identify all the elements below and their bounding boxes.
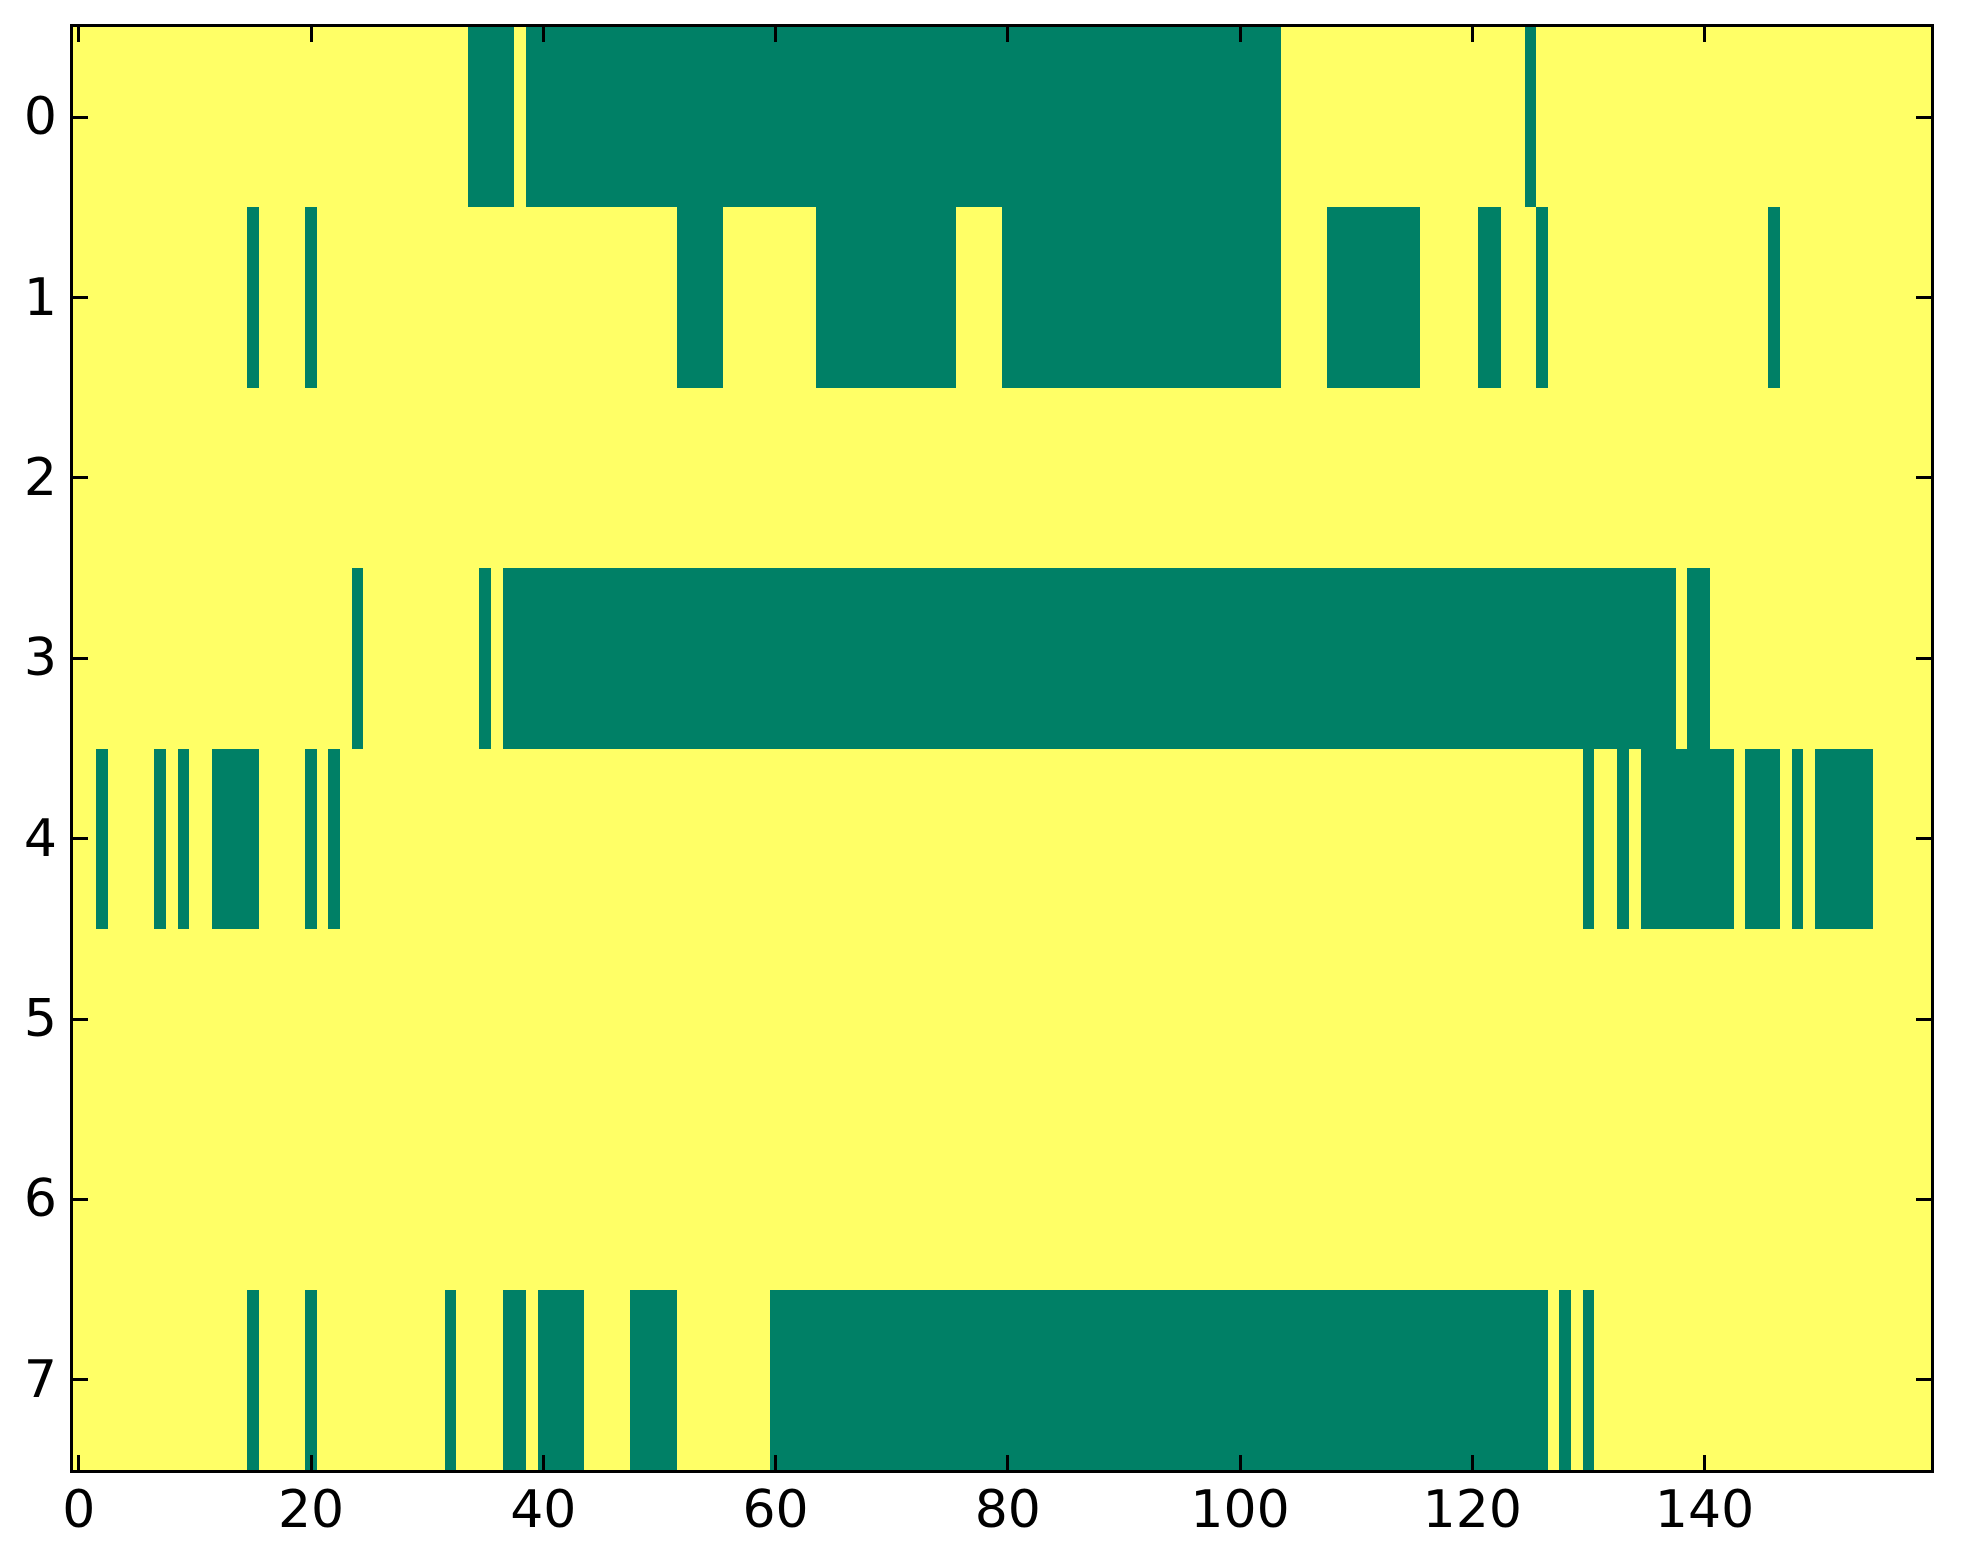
- x-tick-bottom: [1470, 1455, 1474, 1470]
- y-tick-left: [73, 1378, 88, 1382]
- y-tick-left: [73, 656, 88, 660]
- heatmap-segment-row0: [525, 27, 1281, 208]
- heatmap-segment-row1: [305, 207, 317, 388]
- x-tick-label: 60: [742, 1480, 809, 1540]
- heatmap-segment-row4: [1617, 748, 1630, 929]
- y-tick-right: [1916, 115, 1931, 119]
- x-tick-top: [774, 27, 778, 42]
- heatmap-segment-row1: [816, 207, 956, 388]
- x-tick-top: [541, 27, 545, 42]
- y-tick-right: [1916, 296, 1931, 300]
- heatmap-segment-row4: [328, 748, 341, 929]
- x-tick-label: 140: [1654, 1480, 1755, 1540]
- x-tick-top: [1703, 27, 1707, 42]
- x-tick-bottom: [77, 1455, 81, 1470]
- y-tick-left: [73, 115, 88, 119]
- x-tick-label: 20: [277, 1480, 345, 1540]
- heatmap-segment-row7: [1582, 1289, 1595, 1470]
- x-tick-top: [77, 27, 81, 42]
- heatmap-segment-row4: [1582, 748, 1595, 929]
- heatmap-segment-row7: [769, 1289, 1548, 1470]
- heatmap-segment-row7: [444, 1289, 457, 1470]
- y-tick-left: [73, 1017, 88, 1021]
- y-tick-label: 3: [23, 628, 57, 689]
- y-tick-label: 1: [23, 267, 57, 328]
- heatmap-segment-row1: [247, 207, 259, 388]
- x-tick-bottom: [1238, 1455, 1242, 1470]
- y-tick-label: 6: [23, 1169, 57, 1230]
- x-tick-top: [309, 27, 313, 42]
- x-tick-label: 100: [1190, 1480, 1290, 1540]
- y-tick-left: [73, 476, 88, 480]
- y-tick-label: 4: [23, 808, 57, 869]
- y-tick-left: [73, 837, 88, 841]
- heatmap-segment-row4: [212, 748, 259, 929]
- heatmap-segment-row3: [1687, 568, 1711, 749]
- heatmap-segment-row7: [305, 1289, 317, 1470]
- y-tick-right: [1916, 1378, 1931, 1382]
- heatmap-segment-row7: [537, 1289, 584, 1470]
- heatmap-segment-row7: [502, 1289, 526, 1470]
- y-tick-right: [1916, 1197, 1931, 1201]
- heatmap-segment-row3: [502, 568, 1676, 749]
- y-tick-right: [1916, 656, 1931, 660]
- heatmap-segment-row1: [676, 207, 724, 388]
- heatmap-segment-row1: [1536, 207, 1548, 388]
- y-tick-label: 5: [23, 989, 57, 1050]
- heatmap-segment-row1: [1002, 207, 1281, 388]
- y-tick-left: [73, 1197, 88, 1201]
- heatmap-segment-row7: [247, 1289, 259, 1470]
- x-tick-label: 0: [62, 1480, 96, 1540]
- heatmap-segment-row3: [479, 568, 492, 749]
- heatmap-segment-row4: [96, 748, 108, 929]
- y-tick-right: [1916, 837, 1931, 841]
- x-tick-top: [1006, 27, 1010, 42]
- x-tick-label: 120: [1422, 1480, 1522, 1540]
- x-tick-label: 80: [974, 1480, 1041, 1540]
- heatmap-segment-row7: [630, 1289, 677, 1470]
- heatmap-segment-row7: [1559, 1289, 1571, 1470]
- x-tick-top: [1238, 27, 1242, 42]
- heatmap-segment-row4: [154, 748, 166, 929]
- x-tick-bottom: [541, 1455, 545, 1470]
- y-tick-label: 2: [23, 447, 57, 508]
- y-tick-right: [1916, 1017, 1931, 1021]
- y-tick-right: [1916, 476, 1931, 480]
- x-tick-bottom: [774, 1455, 778, 1470]
- heatmap-segment-row0: [1524, 27, 1537, 208]
- heatmap-segment-row4: [1791, 748, 1804, 929]
- heatmap-segment-row4: [1640, 748, 1734, 929]
- heatmap-segment-row3: [351, 568, 364, 749]
- heatmap-plot-area: [70, 24, 1934, 1473]
- heatmap-segment-row4: [1745, 748, 1781, 929]
- x-tick-bottom: [309, 1455, 313, 1470]
- heatmap-segment-row0: [467, 27, 515, 208]
- x-tick-label: 40: [510, 1480, 577, 1540]
- y-tick-label: 7: [23, 1349, 57, 1410]
- y-tick-label: 0: [23, 87, 57, 148]
- x-tick-bottom: [1703, 1455, 1707, 1470]
- heatmap-segment-row4: [1814, 748, 1873, 929]
- heatmap-segment-row4: [177, 748, 190, 929]
- heatmap-segment-row1: [1768, 207, 1781, 388]
- heatmap-segment-row1: [1327, 207, 1421, 388]
- heatmap-segment-row1: [1478, 207, 1502, 388]
- heatmap-segment-row4: [305, 748, 317, 929]
- x-tick-bottom: [1006, 1455, 1010, 1470]
- y-tick-left: [73, 296, 88, 300]
- x-tick-top: [1470, 27, 1474, 42]
